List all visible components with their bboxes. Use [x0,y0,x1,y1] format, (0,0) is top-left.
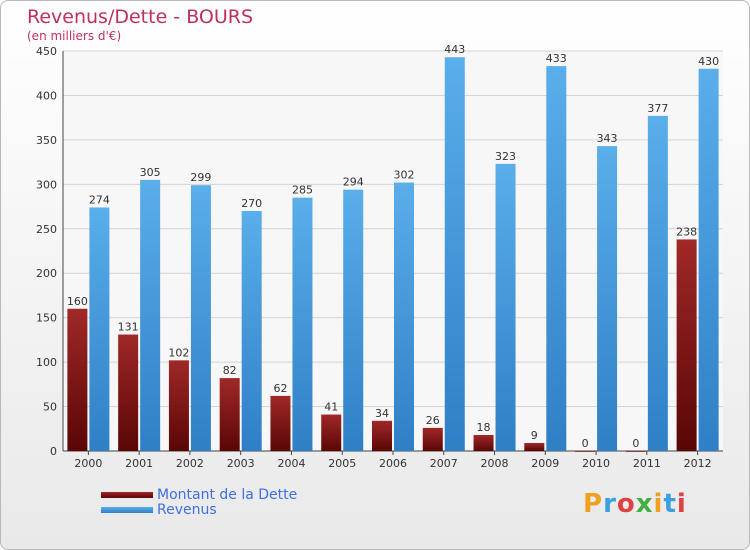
data-label-revenus: 377 [647,102,668,115]
bar-revenus [292,197,313,451]
x-tick-label: 2008 [481,457,509,470]
bar-revenus [597,146,618,451]
x-tick-label: 2012 [684,457,712,470]
data-label-revenus: 270 [241,197,262,210]
x-tick-label: 2001 [125,457,153,470]
plot-area [63,51,723,451]
x-tick-label: 2009 [531,457,559,470]
x-tick-label: 2011 [633,457,661,470]
data-label-revenus: 302 [394,169,415,182]
bar-revenus [647,115,668,451]
bar-revenus [89,207,110,451]
bar-revenus [190,185,211,451]
bar-revenus [495,163,516,451]
data-label-revenus: 433 [546,52,567,65]
y-tick-label: 400 [36,89,57,102]
chart-title: Revenus/Dette - BOURS [27,6,254,28]
data-label-revenus: 294 [343,176,364,189]
data-label-revenus: 443 [444,43,465,56]
x-tick-label: 2005 [328,457,356,470]
legend-swatch-revenus [101,506,153,513]
bar-revenus [546,66,567,451]
data-label-dette: 18 [477,421,491,434]
x-tick-label: 2003 [227,457,255,470]
y-tick-label: 0 [50,445,57,458]
bar-dette [625,451,646,452]
y-tick-label: 50 [43,401,57,414]
legend-label-revenus: Revenus [157,501,217,518]
legend-label-dette: Montant de la Dette [157,486,298,503]
data-label-dette: 0 [582,437,589,450]
logo-letter: o [616,489,636,519]
bar-dette [524,443,545,451]
x-tick-label: 2000 [74,457,102,470]
y-tick-label: 100 [36,356,57,369]
x-tick-label: 2002 [176,457,204,470]
y-tick-label: 450 [36,45,57,58]
chart-subtitle: (en milliers d'€) [27,29,122,43]
data-label-dette: 0 [632,437,639,450]
bar-revenus [241,211,262,451]
bar-revenus [140,179,161,451]
data-label-dette: 34 [375,407,389,420]
y-tick-label: 350 [36,134,57,147]
data-label-dette: 82 [223,364,237,377]
bar-dette [270,395,291,451]
bar-revenus [444,57,465,451]
data-label-revenus: 430 [698,55,719,68]
logo-letter: i [676,489,687,519]
logo-letter: r [603,489,617,519]
data-label-dette: 9 [531,429,538,442]
bar-revenus [698,68,719,452]
legend-item-dette: Montant de la Dette [101,486,298,503]
data-label-dette: 62 [273,382,287,395]
legend-item-revenus: Revenus [101,501,297,518]
data-label-revenus: 274 [89,193,110,206]
data-label-dette: 41 [324,401,338,414]
logo-letter: P [583,489,604,519]
data-label-dette: 131 [118,321,139,334]
data-label-dette: 26 [426,414,440,427]
bar-dette [473,435,494,451]
bar-dette [372,420,392,451]
data-label-dette: 102 [168,346,189,359]
data-label-revenus: 285 [292,184,313,197]
logo-letter: t [663,489,677,519]
y-tick-label: 250 [36,223,57,236]
y-tick-label: 300 [36,178,57,191]
bar-revenus [343,189,364,451]
legend-swatch-dette [101,491,153,498]
legend: Montant de la Dette Revenus [101,486,298,518]
logo-letter: i [653,489,664,519]
x-tick-label: 2004 [277,457,305,470]
bar-dette [168,360,189,451]
bar-dette [67,308,88,451]
bar-dette [676,239,697,451]
bar-dette [575,451,596,452]
logo-letter: x [635,489,654,519]
bar-dette [422,427,443,451]
data-label-revenus: 305 [140,166,161,179]
data-label-revenus: 299 [190,171,211,184]
data-label-revenus: 343 [597,132,618,145]
x-tick-label: 2010 [582,457,610,470]
bar-revenus [394,182,414,452]
data-label-revenus: 323 [495,150,516,163]
bar-dette [219,378,240,451]
data-label-dette: 238 [676,225,697,238]
x-tick-label: 2006 [379,457,407,470]
data-label-dette: 160 [67,295,88,308]
x-tick-label: 2007 [430,457,458,470]
proxiti-logo: Proxiti [583,489,687,519]
bar-dette [118,334,139,451]
bar-dette [321,414,342,451]
y-tick-label: 150 [36,312,57,325]
y-tick-label: 200 [36,267,57,280]
